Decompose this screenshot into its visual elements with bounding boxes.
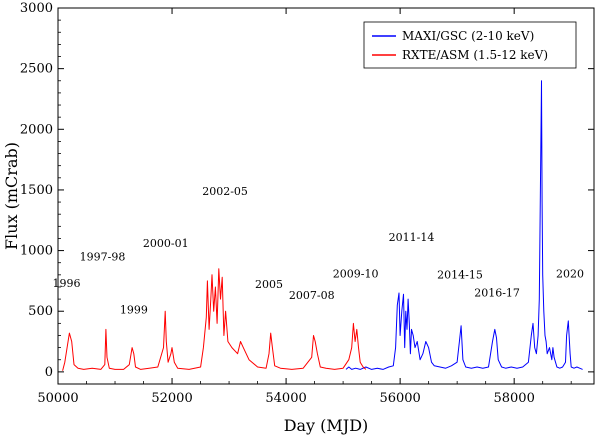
x-tick-label-2: 54000: [265, 391, 306, 406]
annotation-1: 1997-98: [80, 250, 126, 263]
annotation-0: 1996: [53, 277, 81, 290]
annotation-7: 2009-10: [333, 267, 379, 280]
legend-label-rxte: RXTE/ASM (1.5-12 keV): [402, 48, 548, 62]
annotations: 1996 1997-98 1999 2000-01 2002-05 2005 2007-08…: [53, 47, 584, 317]
x-tick-label-3: 56000: [379, 391, 420, 406]
annotation-4: 2002-05: [202, 185, 248, 198]
x-axis-title: Day (MJD): [284, 416, 369, 435]
y-tick-label-6: 3000: [20, 1, 53, 16]
y-tick-label-3: 1500: [20, 183, 53, 198]
y-tick-label-1: 500: [28, 304, 53, 319]
legend-box: [363, 21, 577, 69]
annotation-3: 2000-01: [143, 237, 189, 250]
y-tick-label-4: 2000: [20, 122, 53, 137]
annotation-10: 2016-17: [474, 287, 520, 300]
legend: MAXI/GSC (2-10 keV) RXTE/ASM (1.5-12 keV…: [363, 21, 577, 69]
annotation-6: 2007-08: [289, 289, 335, 302]
y-tick-label-0: 0: [45, 365, 53, 380]
plot-area: [62, 80, 583, 371]
annotation-12: 2020: [556, 267, 584, 280]
axes: 50000 52000 54000 56000 58000 0 500 1000 1500 200…: [20, 1, 594, 406]
x-tick-label-0: 50000: [37, 391, 78, 406]
series-line-0: [345, 80, 583, 370]
legend-label-maxi: MAXI/GSC (2-10 keV): [402, 29, 534, 43]
annotation-5: 2005: [255, 278, 283, 291]
series-line-1: [62, 268, 367, 371]
annotation-2: 1999: [120, 304, 148, 317]
y-tick-label-2: 1000: [20, 244, 53, 259]
x-tick-label-1: 52000: [151, 391, 192, 406]
x-tick-label-4: 58000: [493, 391, 534, 406]
y-axis-title: Flux (mCrab): [2, 142, 21, 250]
annotation-9: 2014-15: [437, 268, 483, 281]
y-tick-label-5: 2500: [20, 62, 53, 77]
annotation-8: 2011-14: [389, 231, 435, 244]
plot-frame: [57, 7, 595, 385]
